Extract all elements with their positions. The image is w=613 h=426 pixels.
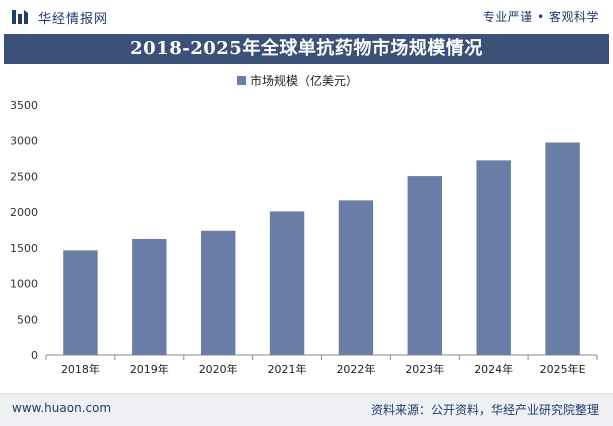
bar [63, 250, 98, 355]
y-tick-label: 500 [17, 313, 38, 326]
brand-logo-icon [12, 10, 28, 24]
x-tick-label: 2021年 [268, 362, 307, 376]
y-tick-label: 3000 [10, 135, 38, 148]
bar [476, 160, 511, 355]
bar [338, 200, 374, 355]
x-tick-label: 2018年 [61, 362, 100, 376]
y-tick-label: 1500 [10, 242, 38, 255]
top-bar: 华经情报网 专业严谨 • 客观科学 [0, 0, 613, 32]
bar [407, 176, 443, 355]
x-tick-label: 2022年 [336, 362, 375, 376]
x-tick-label: 2023年 [405, 362, 444, 376]
y-tick-label: 2000 [10, 206, 38, 219]
bar [200, 230, 236, 355]
legend-swatch [237, 76, 246, 85]
bar [269, 211, 305, 355]
footer: www.huaon.com 资料来源：公开资料，华经产业研究院整理 [0, 393, 613, 426]
y-tick-label: 3500 [10, 99, 38, 112]
bar [545, 142, 580, 355]
y-tick-label: 1000 [10, 278, 38, 291]
chart-title: 2018-2025年全球单抗药物市场规模情况 [4, 34, 609, 64]
brand-tagline: 专业严谨 • 客观科学 [482, 10, 599, 24]
brand-name: 华经情报网 [38, 12, 109, 27]
legend-label: 市场规模（亿美元） [250, 73, 358, 88]
bar [132, 238, 167, 355]
y-tick-label: 2500 [10, 170, 38, 183]
bar-chart: 市场规模（亿美元） 0 500 1000 1500 2000 2500 3000 3500 201… [10, 73, 598, 376]
y-tick-label: 0 [31, 349, 38, 362]
x-tick-label: 2025年E [540, 362, 586, 376]
x-tick-label: 2019年 [130, 362, 169, 376]
footer-source: 资料来源：公开资料，华经产业研究院整理 [370, 403, 599, 417]
footer-url: www.huaon.com [12, 401, 112, 415]
x-tick-label: 2020年 [199, 362, 238, 376]
x-tick-label: 2024年 [474, 362, 513, 376]
